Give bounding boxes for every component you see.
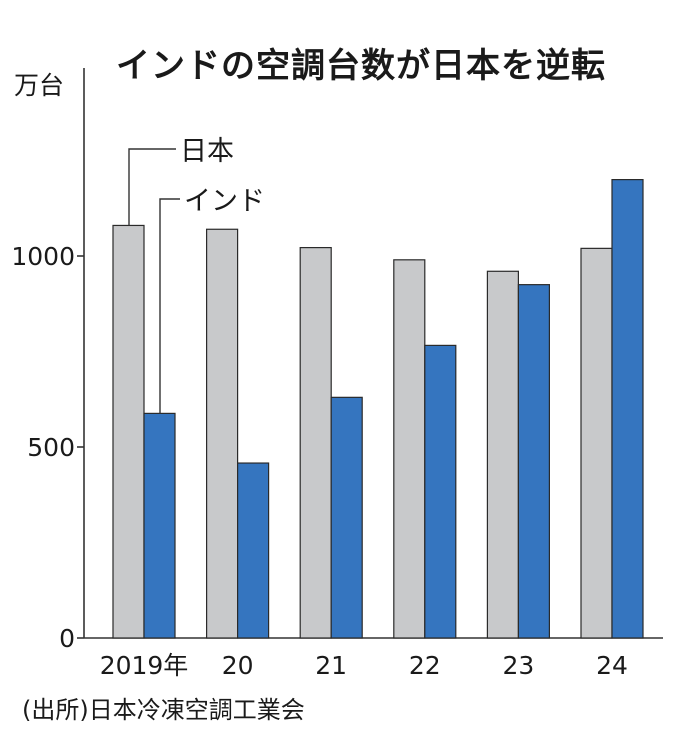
bar-india-0 <box>143 412 176 639</box>
y-tick-label-0: 0 <box>59 624 75 653</box>
source-note: (出所)日本冷凍空調工業会 <box>22 696 305 724</box>
x-tick-label-2: 21 <box>315 651 347 680</box>
bar-japan-5 <box>580 247 613 639</box>
x-tick-label-4: 23 <box>502 651 534 680</box>
x-tick-label-3: 22 <box>409 651 441 680</box>
bar-india-2 <box>330 396 363 639</box>
bar-japan-4 <box>486 270 519 639</box>
y-tick-label-500: 500 <box>27 433 75 462</box>
y-axis-unit-label: 万台 <box>14 71 65 100</box>
bar-india-3 <box>424 344 457 639</box>
bar-india-4 <box>517 284 551 639</box>
bar-japan-1 <box>206 228 239 639</box>
bar-japan-3 <box>393 259 426 639</box>
bar-india-1 <box>237 462 270 639</box>
legend-label-india: インド <box>184 186 265 217</box>
bar-japan-0 <box>112 224 145 639</box>
chart-title: インドの空調台数が日本を逆転 <box>116 46 606 86</box>
x-tick-label-5: 24 <box>596 651 628 680</box>
bar-japan-2 <box>299 246 332 639</box>
legend-leader-japan <box>128 148 176 226</box>
x-tick-label-0: 2019年 <box>100 651 189 680</box>
bar-india-5 <box>611 179 644 639</box>
y-tick-label-1000: 1000 <box>11 242 75 271</box>
legend-leader-india <box>159 198 180 414</box>
x-tick-label-1: 20 <box>222 651 254 680</box>
legend-label-japan: 日本 <box>180 136 234 167</box>
